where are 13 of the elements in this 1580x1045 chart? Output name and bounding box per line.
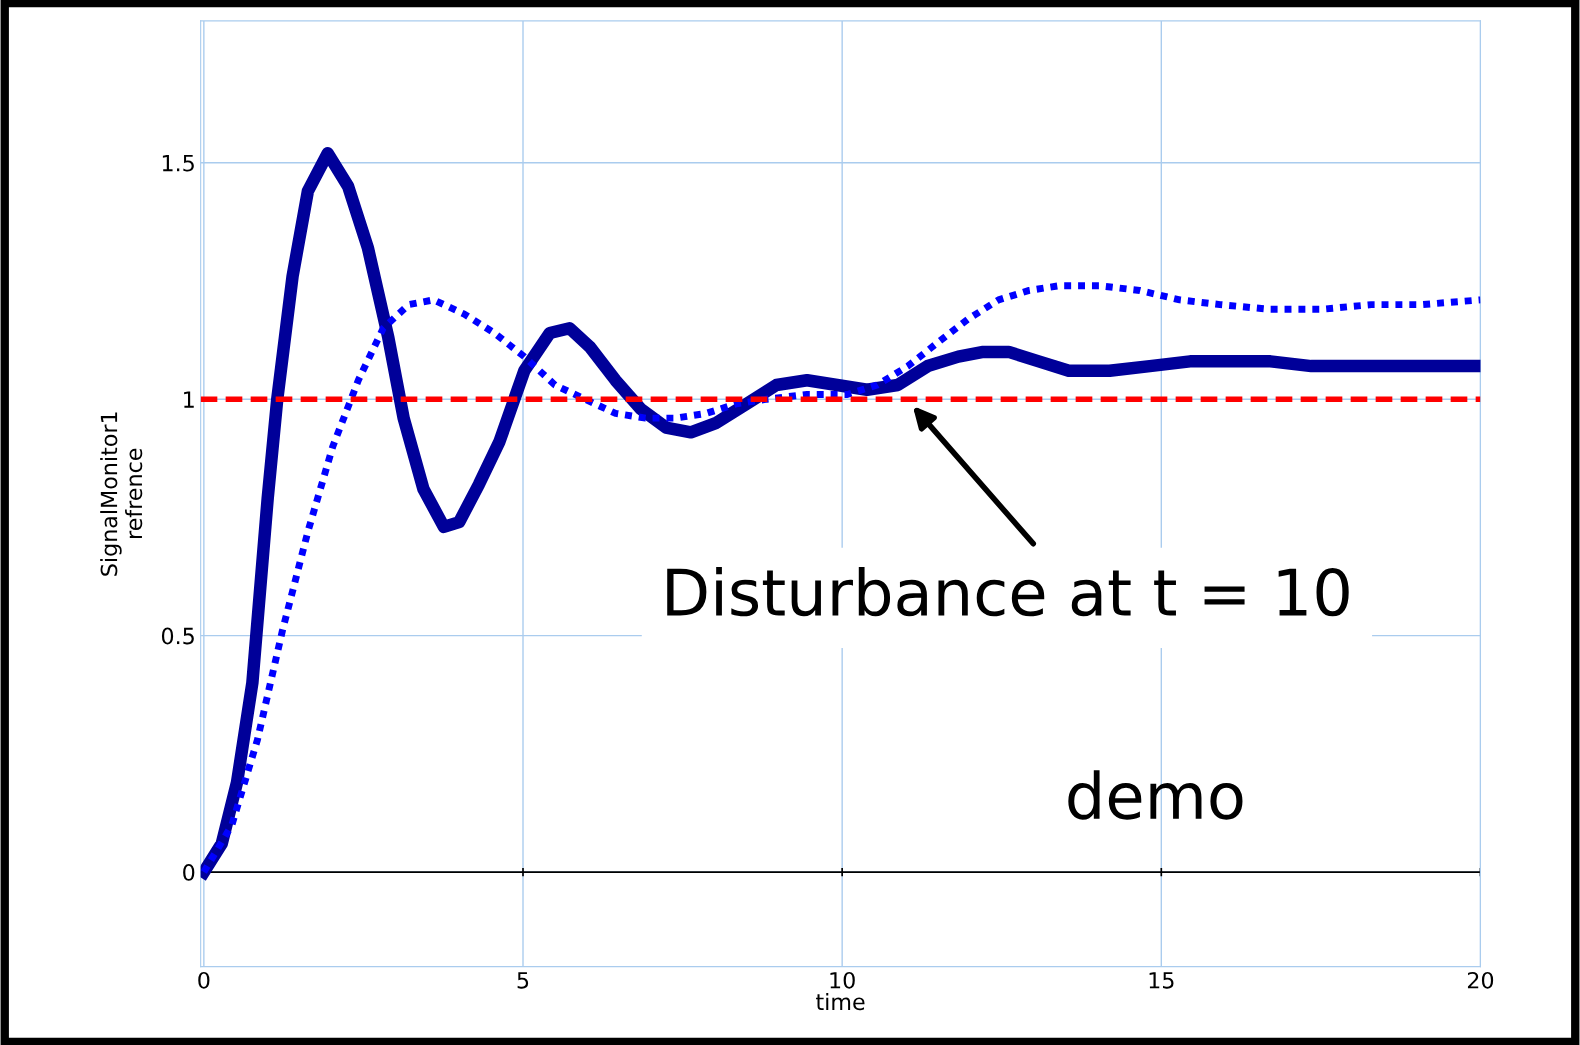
x-axis-title: time [816, 992, 865, 1011]
x-tick-label: 5 [517, 972, 529, 989]
y-tick-label: 1 [184, 391, 194, 408]
y-axis-title: SignalMonitor1 refrence [100, 412, 143, 576]
x-tick-label: 20 [1467, 971, 1494, 989]
y-tick-label: 0.5 [161, 627, 194, 645]
x-tick-label: 10 [830, 971, 855, 989]
x-tick-label: 0 [198, 971, 210, 989]
x-tick-label: 15 [1149, 972, 1174, 989]
annotation: Disturbance at t = 10 [667, 566, 1349, 617]
y-tick-label: 1.5 [162, 155, 194, 172]
y-tick-label: 0 [183, 864, 195, 881]
annotation: demo [1068, 770, 1243, 820]
